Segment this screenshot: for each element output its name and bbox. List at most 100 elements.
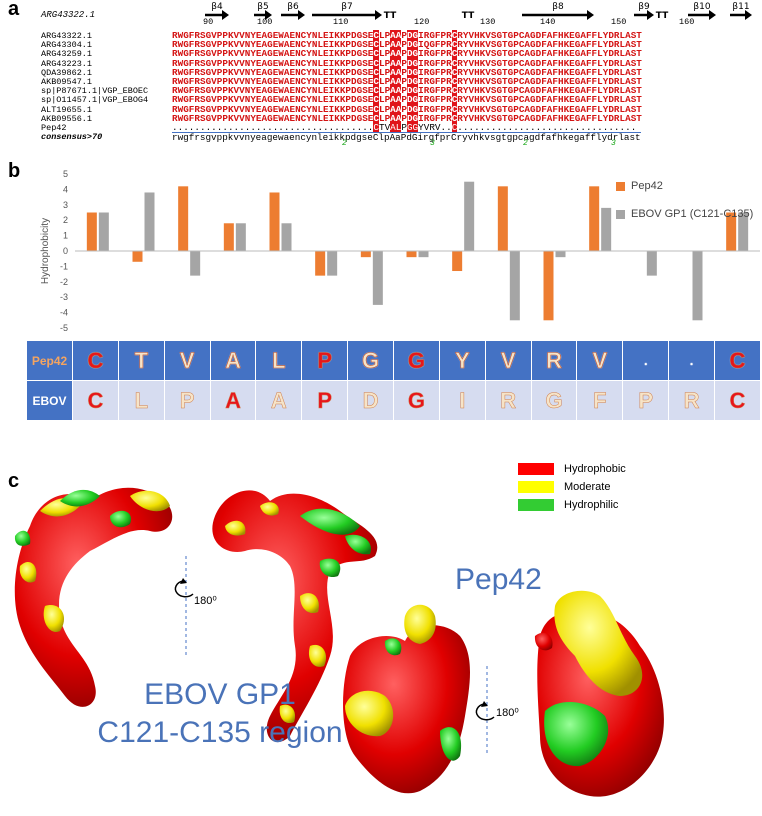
sequence-name: AKB09547.1 <box>41 77 93 87</box>
position-label: 150 <box>611 17 627 27</box>
ebov-structure-title: EBOV GP1 C121-C135 region <box>90 676 350 752</box>
ss-label: β11 <box>732 2 749 12</box>
pep42-residue: T <box>117 341 164 380</box>
position-label: 100 <box>257 17 273 27</box>
y-tick-label: 0 <box>63 246 68 256</box>
ebov-bar <box>418 251 429 258</box>
ss-arrow-head <box>745 10 752 20</box>
pep42-row-label: Pep42 <box>27 341 72 380</box>
ebov-residue: R <box>484 381 531 420</box>
ebov-bar <box>281 223 292 251</box>
legend-swatch-ebov <box>616 209 625 219</box>
legend-swatch-pep42 <box>616 181 625 191</box>
sequence-row: RWGFRSGVPPKVVNYEAGEWAENCYNLEIKKPDGSECLPA… <box>172 76 642 87</box>
ebov-residue: G <box>393 381 439 420</box>
legend-label-moderate: Moderate <box>564 481 611 493</box>
legend-item-hydrophilic: Hydrophilic <box>518 496 626 514</box>
panel-a-alignment: a ARG43322.1 β4 β5 β6 β7 TT TT β8 β9 TT β10 β11 90… <box>0 0 762 150</box>
ss-label: TT <box>656 11 669 21</box>
ebov-bar <box>464 181 475 251</box>
alignment-reference-title: ARG43322.1 <box>41 10 96 20</box>
y-tick-label: 1 <box>63 231 68 241</box>
y-tick-label: -3 <box>60 292 68 302</box>
ss-arrow-head <box>265 10 272 20</box>
chart-legend: Pep42 EBOV GP1 (C121-C135) <box>616 172 753 228</box>
y-tick-label: 3 <box>63 200 68 210</box>
pep42-bar <box>543 251 554 321</box>
ebov-bar <box>327 251 338 276</box>
ebov-bar <box>235 223 246 251</box>
sequence-row: RWGFRSGVPPKVVNYEAGEWAENCYNLEIKKPDGSECLPA… <box>172 39 642 51</box>
position-label: 110 <box>333 17 349 27</box>
ebov-bar <box>738 212 749 251</box>
surface-legend: Hydrophobic Moderate Hydrophilic <box>518 460 626 514</box>
rotation-label-2: 180⁰ <box>496 707 519 719</box>
position-label: 160 <box>679 17 695 27</box>
pep42-residue: V <box>576 341 622 380</box>
position-label: 130 <box>480 17 496 27</box>
y-tick-label: 4 <box>63 184 68 194</box>
consensus-marker: 2 <box>342 139 347 148</box>
rotation-label-1: 180⁰ <box>194 595 217 607</box>
ss-label: β4 <box>211 2 223 12</box>
ss-arrow-head <box>647 10 654 20</box>
legend-swatch-hydrophobic <box>518 463 554 475</box>
pep42-residue: . <box>622 341 668 380</box>
legend-swatch-moderate <box>518 481 554 493</box>
sequence-name: ARG43259.1 <box>41 49 93 60</box>
y-tick-label: 2 <box>63 215 68 225</box>
sequence-row: ....................................CTVA… <box>172 122 637 133</box>
sequence-name: ARG43322.1 <box>41 31 93 41</box>
ebov-row-label: EBOV <box>27 381 72 420</box>
pep42-residue: R <box>530 341 577 380</box>
legend-label-pep42: Pep42 <box>631 180 663 192</box>
pep42-residue: V <box>484 341 531 380</box>
pep42-bar <box>589 186 600 251</box>
secondary-structure-track: β4 β5 β6 β7 TT TT β8 β9 TT β10 β11 <box>205 2 752 21</box>
pep42-surface-view-2 <box>534 590 664 797</box>
ss-label: β9 <box>638 2 650 12</box>
sequence-row: rwgfrsgvppkvvnyeagewaencynleikkpdgseClpA… <box>172 132 641 144</box>
legend-item-ebov: EBOV GP1 (C121-C135) <box>616 200 753 228</box>
legend-item-pep42: Pep42 <box>616 172 753 200</box>
sequence-name: consensus>70 <box>41 132 103 143</box>
rotation-indicator-2: 180⁰ <box>475 666 519 756</box>
ebov-title-line2: C121-C135 region <box>97 716 343 749</box>
ebov-surface-view-2 <box>212 490 378 743</box>
legend-label-ebov: EBOV GP1 (C121-C135) <box>631 208 754 220</box>
pep42-residue: G <box>393 341 439 380</box>
ebov-residue: C <box>72 381 118 420</box>
pep42-bar <box>269 192 280 251</box>
consensus-marker: 3 <box>611 139 616 148</box>
pep42-bar <box>406 251 417 258</box>
ebov-bar <box>190 251 201 276</box>
y-axis-label: Hydrophobicity <box>40 218 51 284</box>
pep42-residue: Y <box>438 341 485 380</box>
pep42-bar <box>86 212 97 251</box>
hydrophobicity-chart: Hydrophobicity 5 4 3 2 1 0 -1 -2 -3 -4 -5 <box>40 169 760 333</box>
sequence-row: RWGFRSGVPPKVVNYEAGEWAENCYNLEIKKPDGSECLPA… <box>172 48 642 60</box>
panel-label-a: a <box>8 0 20 20</box>
sequence-name: sp|P87671.1|VGP_EBOEC <box>41 86 149 97</box>
sequence-row: RWGFRSGVPPKVVNYEAGEWAENCYNLEIKKPDGSECLPA… <box>172 85 642 97</box>
sequence-row: RWGFRSGVPPKVVNYEAGEWAENCYNLEIKKPDGSECLPA… <box>172 112 642 124</box>
ebov-residue: A <box>255 381 301 420</box>
ss-arrow-head <box>222 10 229 20</box>
ebov-bar <box>555 251 566 258</box>
position-label: 90 <box>203 17 214 27</box>
ebov-bar <box>372 251 383 305</box>
molecular-surface-renderings: 180⁰ 180⁰ <box>14 487 664 797</box>
ebov-bar <box>601 207 612 251</box>
ebov-residue: P <box>301 381 347 420</box>
rotation-indicator-1: 180⁰ <box>174 556 217 656</box>
ss-label: β5 <box>257 2 268 12</box>
pep42-residue: V <box>163 341 210 380</box>
sequence-name: ARG43223.1 <box>41 58 93 69</box>
pep42-bar <box>497 186 508 251</box>
y-tick-label: -5 <box>60 323 68 333</box>
legend-label-hydrophobic: Hydrophobic <box>564 463 626 475</box>
ebov-residue: L <box>117 381 164 420</box>
pep42-residue: C <box>714 341 760 380</box>
